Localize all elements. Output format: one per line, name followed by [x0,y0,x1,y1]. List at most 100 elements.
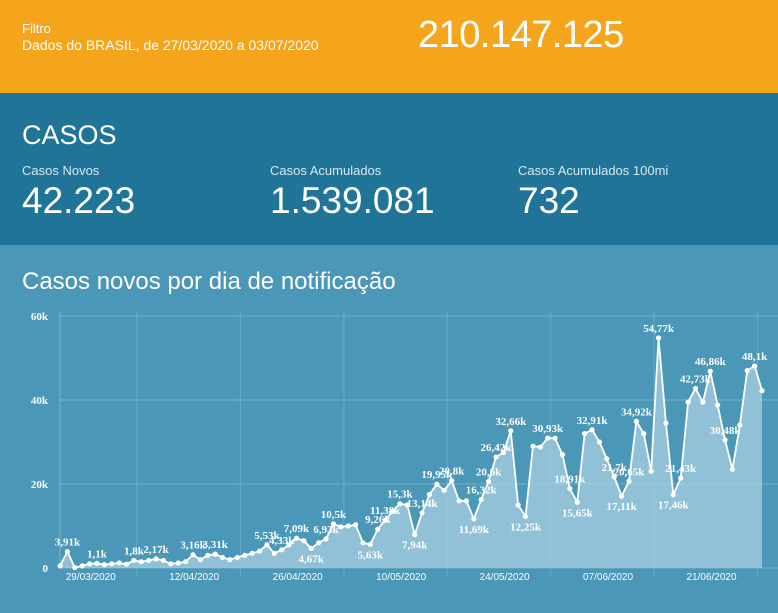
stat-new-cases: Casos Novos 42.223 [22,163,135,222]
data-point [168,561,174,567]
data-label: 7,94k [402,540,428,552]
data-point [744,368,750,374]
data-label: 13,14k [407,498,439,510]
data-point [463,498,470,504]
data-point [552,435,558,441]
data-label: 20,6k [476,466,502,478]
data-label: 11,38k [370,505,401,517]
data-point [604,456,610,462]
data-label: 11,69k [459,524,490,536]
data-point [212,551,218,557]
data-point [234,554,240,561]
data-label: 5,53k [254,530,280,542]
data-label: 15,3k [387,489,413,501]
data-point [308,545,314,551]
data-point [86,561,93,567]
data-point [375,526,381,532]
data-label: 3,16k [180,540,206,552]
data-point [707,368,713,374]
data-point [94,560,100,566]
x-tick-label: 24/05/2020 [480,572,530,583]
data-point [449,478,455,484]
data-point [641,431,647,437]
data-point [485,478,492,485]
y-tick-label: 20k [31,479,49,491]
y-tick-label: 0 [43,563,49,575]
data-point [72,564,78,571]
data-point [596,439,603,445]
filter-label: Filtro [22,21,51,36]
data-point [397,501,403,507]
data-label: 19,95k [421,469,453,481]
data-point [522,513,529,520]
data-label: 26,42k [481,442,513,454]
data-point [441,487,447,493]
x-tick-label: 07/06/2020 [583,572,633,583]
data-label: 10,5k [321,509,347,521]
data-label: 1,1k [87,548,108,560]
data-point [619,493,625,499]
data-point [471,516,477,522]
data-point [219,554,226,561]
data-label: 9,26k [365,514,391,526]
data-label: 4,33k [269,535,295,547]
data-label: 17,11k [606,501,637,513]
data-point [729,466,736,472]
stat-value: 42.223 [22,180,136,221]
data-label: 21,7k [602,462,628,474]
data-point [626,478,632,484]
data-point [500,449,506,456]
data-point [752,363,758,369]
data-point [404,502,410,508]
data-label: 6,93k [313,524,339,536]
data-point [715,402,721,408]
data-point [101,562,107,568]
series-area [60,337,762,568]
data-point [434,481,440,487]
stat-label: Casos Acumulados 100mi [518,163,669,178]
data-point [109,561,115,567]
data-point [685,399,691,405]
data-point [360,540,366,546]
data-label: 1,8k [124,545,145,557]
header-bar: Filtro Dados do BRASIL, de 27/03/2020 a … [0,0,778,93]
data-point [582,431,588,437]
data-label: 17,46k [658,500,690,512]
data-label: 42,73k [680,374,712,386]
data-point [508,428,514,434]
stat-value: 1.539.081 [270,180,435,221]
data-label: 46,86k [695,356,727,368]
data-point [271,550,277,556]
data-point [722,437,728,443]
data-label: 32,66k [495,416,527,428]
data-label: 54,77k [643,323,675,335]
data-label: 32,91k [577,415,609,427]
data-point [737,422,743,428]
data-point [227,557,233,563]
data-point [183,559,189,565]
filter-text[interactable]: Dados do BRASIL, de 27/03/2020 a 03/07/2… [22,37,319,53]
data-point [633,418,639,424]
data-point [153,556,159,562]
data-label: 3,31k [202,539,228,551]
data-label: 20,8k [439,466,465,478]
data-point [537,444,543,450]
data-point [382,517,388,523]
cases-chart[interactable]: 0 20k 40k 60k 29/03/2020 12/04/2020 26/04/2020… [0,245,778,613]
data-point [316,540,322,546]
cases-title: CASOS [22,120,117,150]
stat-label: Casos Novos [22,163,100,178]
data-point [57,563,63,569]
data-point [146,557,152,564]
data-point [655,335,662,341]
data-label: 30,48k [710,425,742,437]
data-point [493,454,499,460]
stat-label: Casos Acumulados [270,163,382,178]
data-point [545,435,551,441]
data-point [589,427,595,433]
data-point [64,548,70,555]
data-point [419,510,425,516]
data-label: 21,43k [665,463,697,475]
data-point [670,492,676,498]
data-point [190,552,196,558]
